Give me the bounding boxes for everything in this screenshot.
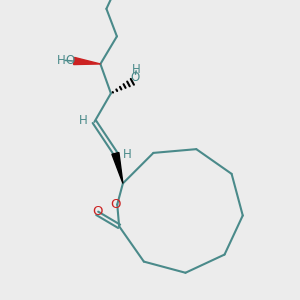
Text: O: O (110, 198, 121, 211)
Text: ·: · (64, 56, 68, 66)
Polygon shape (74, 57, 100, 64)
Text: O: O (65, 55, 74, 68)
Text: O: O (130, 71, 140, 84)
Text: O: O (92, 205, 103, 218)
Text: H: H (79, 114, 87, 127)
Text: H: H (132, 63, 141, 76)
Text: H: H (57, 54, 66, 67)
Text: H: H (123, 148, 132, 161)
Polygon shape (112, 152, 123, 183)
